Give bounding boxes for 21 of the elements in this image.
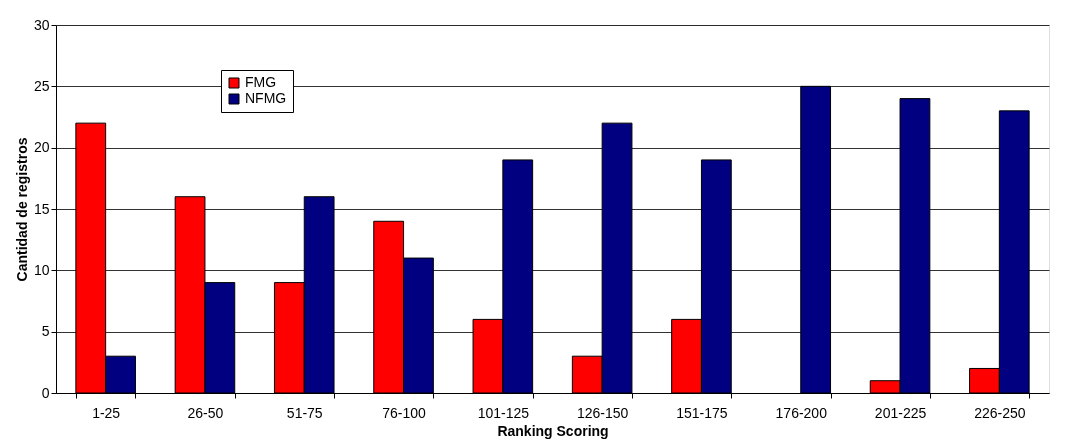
legend-label: FMG — [245, 74, 277, 90]
y-tick-label: 10 — [33, 261, 50, 278]
x-tick-label: 201-225 — [874, 404, 927, 421]
y-tick-label: 25 — [33, 77, 50, 94]
x-tick-label: 51-75 — [286, 404, 323, 421]
x-tick-label: 101-125 — [477, 404, 530, 421]
y-tick-label: 15 — [33, 200, 50, 217]
y-tick-label: 20 — [33, 139, 50, 156]
y-tick-label: 5 — [41, 323, 50, 340]
y-tick-label: 0 — [41, 384, 50, 401]
x-tick-label: 151-175 — [676, 404, 728, 421]
x-tick-label: 176-200 — [775, 404, 828, 421]
x-tick-label: 76-100 — [382, 404, 427, 421]
x-tick-label: 26-50 — [187, 404, 224, 421]
x-tick-label: 1-25 — [92, 404, 121, 421]
x-tick-label: 126-150 — [576, 404, 629, 421]
y-tick-label: 30 — [33, 16, 50, 33]
x-axis-title: Ranking Scoring — [497, 422, 609, 439]
y-axis-title: Cantidad de registros — [13, 137, 30, 282]
x-tick-label: 226-250 — [974, 404, 1026, 421]
legend-label: NFMG — [245, 90, 287, 106]
